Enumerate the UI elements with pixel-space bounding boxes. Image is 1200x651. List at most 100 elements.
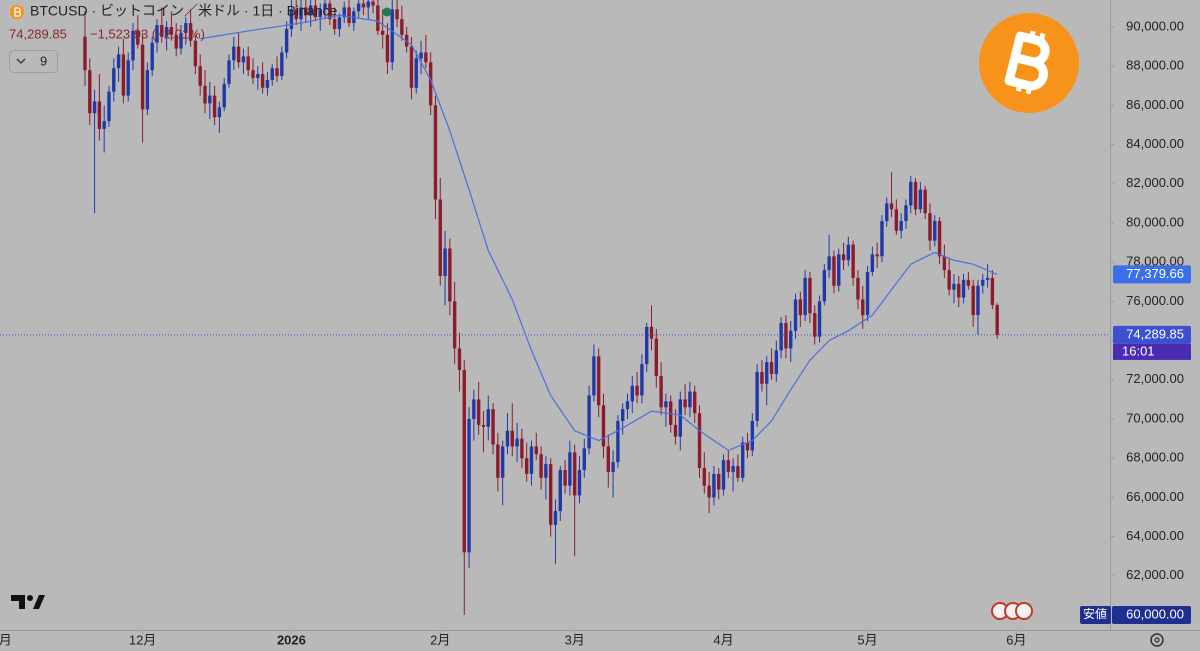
candle-body xyxy=(92,101,97,114)
y-tick-label: 82,000.00 xyxy=(1126,175,1184,190)
candle-body xyxy=(875,254,879,257)
candle-body xyxy=(803,277,807,316)
candle-body xyxy=(251,70,255,78)
candle-body xyxy=(500,446,505,478)
candle-body xyxy=(112,68,116,92)
candle-body xyxy=(438,199,442,276)
x-axis: 11月 12月 2026 2月 3月 4月 5月 6月 xyxy=(0,630,1026,647)
candle-body xyxy=(923,189,927,214)
candle-body xyxy=(654,338,659,376)
last-price-label: 74,289.85 xyxy=(1126,326,1184,341)
candle-body xyxy=(515,438,519,447)
low-marker-label: 安値 xyxy=(1083,606,1107,621)
candle-body xyxy=(640,364,644,396)
candle-body xyxy=(601,405,606,447)
candle-body xyxy=(904,205,908,222)
candle-body xyxy=(481,424,486,427)
candle-body xyxy=(774,350,779,374)
candle-body xyxy=(952,283,956,290)
market-status[interactable] xyxy=(382,7,392,17)
candle-body xyxy=(961,279,966,298)
candle-body xyxy=(232,46,236,61)
candle-body xyxy=(817,301,822,337)
candle-body xyxy=(697,413,702,469)
candle-body xyxy=(971,285,975,316)
candle-body xyxy=(376,5,380,31)
candle-body xyxy=(841,254,846,261)
candle-body xyxy=(750,420,755,451)
candle-body xyxy=(193,40,198,67)
candle-body xyxy=(837,254,841,286)
candle-body xyxy=(990,277,995,306)
candle-body xyxy=(236,46,241,63)
candle-body xyxy=(947,270,951,290)
bitcoin-logo-glyph xyxy=(1004,30,1050,95)
indicator-toggle[interactable] xyxy=(9,50,58,73)
candle-body xyxy=(596,356,601,406)
price-change: −1,523.93 (−2.01%) xyxy=(90,26,205,41)
candle-body xyxy=(611,462,615,472)
candle-body xyxy=(741,442,745,478)
candle-body xyxy=(808,277,812,314)
candle-body xyxy=(976,285,980,316)
candle-body xyxy=(270,68,274,80)
candle-body xyxy=(164,27,169,37)
candle-body xyxy=(620,409,625,421)
candle-body xyxy=(366,1,370,8)
candle-body xyxy=(83,36,87,71)
candle-body xyxy=(145,70,150,110)
candle-body xyxy=(606,446,610,472)
candle-body xyxy=(136,30,140,45)
candle-body xyxy=(241,56,246,63)
candle-body xyxy=(116,54,121,69)
candle-body xyxy=(553,511,558,525)
candle-body xyxy=(779,322,783,351)
candle-body xyxy=(995,305,999,335)
candle-body xyxy=(121,54,126,96)
candle-body xyxy=(649,326,654,339)
candle-body xyxy=(179,32,183,49)
low-marker-box xyxy=(1112,606,1191,625)
x-tick-label: 12月 xyxy=(129,632,156,647)
countdown-label: 16:01 xyxy=(1122,343,1155,358)
candle-body xyxy=(707,485,711,498)
candle-body xyxy=(419,52,423,59)
candle-body xyxy=(760,371,764,384)
y-tick-label: 62,000.00 xyxy=(1126,567,1184,582)
candle-body xyxy=(284,28,289,53)
candle-body xyxy=(452,301,457,349)
candle-body xyxy=(462,370,466,553)
symbol-title[interactable]: BTCUSD · ビットコイン／米ドル · 1日 · Binance xyxy=(30,3,337,19)
candle-body xyxy=(539,454,543,478)
candle-body xyxy=(702,468,707,486)
candle-body xyxy=(630,385,634,402)
candle-body xyxy=(664,401,668,408)
candle-body xyxy=(981,279,985,286)
x-tick-label: 2026 xyxy=(277,632,306,647)
settings-icon[interactable] xyxy=(1150,633,1164,647)
candle-body xyxy=(659,375,663,408)
candle-body xyxy=(457,348,462,371)
candle-body xyxy=(289,9,294,29)
candle-body xyxy=(909,181,913,206)
indicator-length[interactable]: 9 xyxy=(40,53,47,68)
y-tick-label: 84,000.00 xyxy=(1126,136,1184,151)
candle-body xyxy=(572,452,577,496)
candle-body xyxy=(208,95,212,104)
candle-body xyxy=(616,420,620,463)
candle-body xyxy=(851,244,855,278)
candle-body xyxy=(318,9,322,18)
candle-body xyxy=(491,409,495,445)
candle-body xyxy=(217,107,222,118)
candle-body xyxy=(712,473,716,498)
y-tick-label: 88,000.00 xyxy=(1126,58,1184,73)
candle-body xyxy=(395,9,399,20)
candle-body xyxy=(717,473,721,490)
y-tick-label: 90,000.00 xyxy=(1126,18,1184,33)
candle-body xyxy=(390,9,394,63)
candle-body xyxy=(337,17,342,29)
candle-body xyxy=(789,330,793,349)
x-tick-label: 4月 xyxy=(713,632,733,647)
event-icons[interactable] xyxy=(991,602,1033,620)
